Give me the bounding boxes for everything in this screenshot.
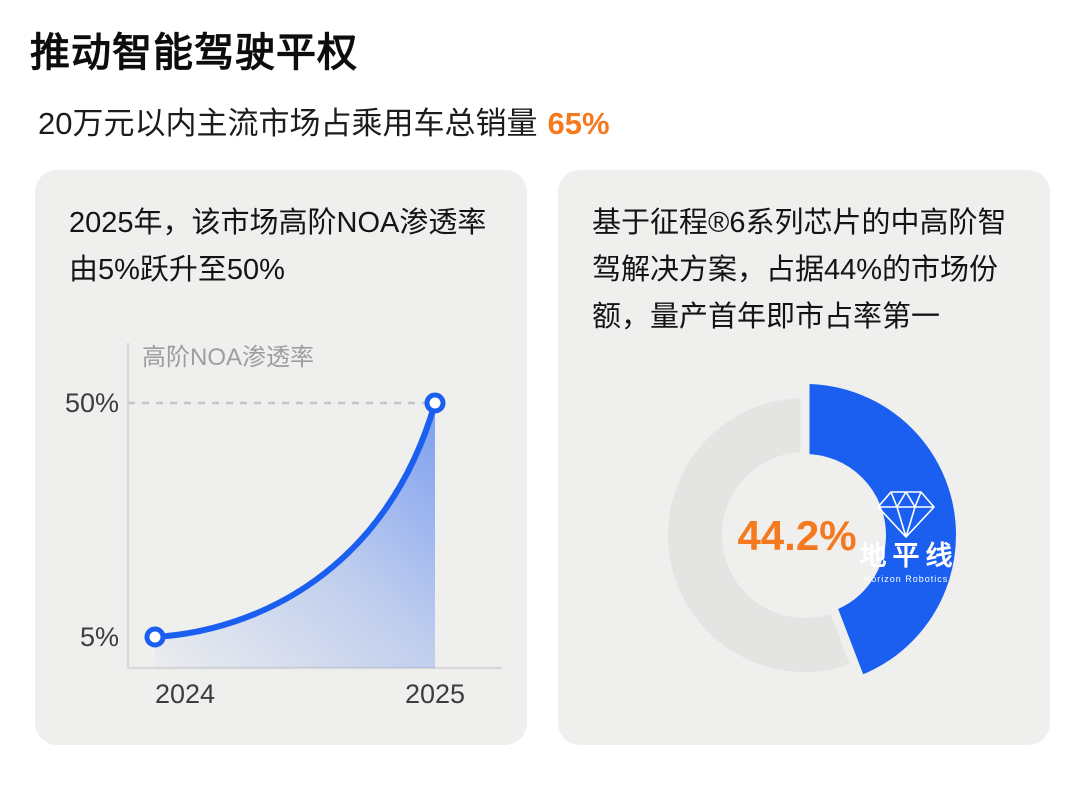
segment-separator-bottom bbox=[800, 533, 869, 691]
brand-name-en: Horizon Robotics bbox=[864, 574, 949, 584]
noa-card-heading: 2025年，该市场高阶NOA渗透率由5%跃升至50% bbox=[69, 207, 487, 286]
subtitle-text: 20万元以内主流市场占乘用车总销量 bbox=[38, 106, 538, 141]
market-share-heading: 基于征程®6系列芯片的中高阶智驾解决方案，占据44%的市场份额，量产首年即市占率… bbox=[592, 207, 1007, 333]
x-tick-2024: 2024 bbox=[155, 679, 215, 709]
x-tick-2025: 2025 bbox=[405, 679, 465, 709]
start-point-marker bbox=[144, 626, 166, 648]
y-tick-5: 5% bbox=[80, 622, 119, 652]
horizon-gem-icon bbox=[877, 491, 935, 538]
brand-name-cn: 地平线 bbox=[860, 541, 959, 571]
line-chart-title: 高阶NOA渗透率 bbox=[142, 344, 314, 371]
donut-value-label: 44.2% bbox=[737, 512, 856, 559]
noa-line-chart: 高阶NOA渗透率 50% 5% 2024 2025 bbox=[65, 343, 502, 709]
curve-area-fill bbox=[155, 403, 435, 668]
page-title: 推动智能驾驶平权 bbox=[30, 31, 358, 75]
subtitle: 20万元以内主流市场占乘用车总销量 65% bbox=[38, 98, 610, 143]
subtitle-highlight: 65% bbox=[547, 106, 610, 141]
market-share-card: 基于征程®6系列芯片的中高阶智驾解决方案，占据44%的市场份额，量产首年即市占率… bbox=[558, 170, 1050, 745]
penetration-curve bbox=[152, 400, 438, 640]
market-share-donut: 44.2% 地平线 Horizon Robotics bbox=[654, 370, 959, 691]
noa-penetration-card: 2025年，该市场高阶NOA渗透率由5%跃升至50% 高阶NOA渗透率 bbox=[35, 170, 527, 745]
y-tick-50: 50% bbox=[65, 388, 119, 418]
end-point-marker bbox=[424, 392, 446, 414]
